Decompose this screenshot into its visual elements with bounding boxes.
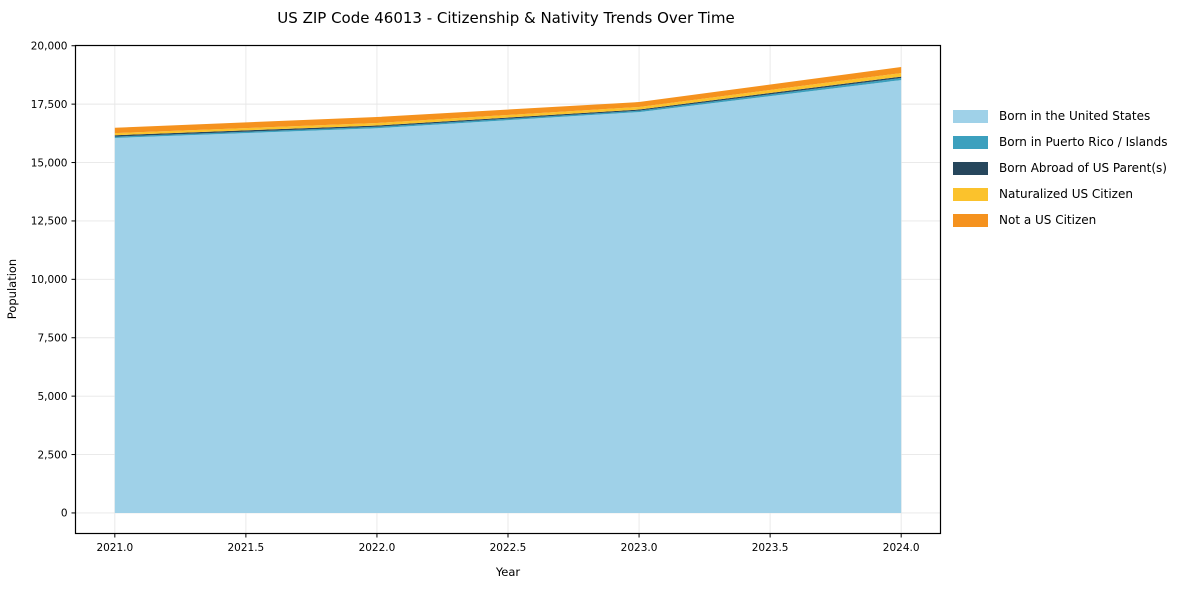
legend-label: Born in the United States — [999, 109, 1151, 123]
y-tick-label: 20,000 — [31, 41, 68, 53]
x-tick-label: 2022.0 — [359, 542, 396, 554]
legend-swatch-icon — [953, 213, 988, 227]
legend-item: Naturalized US Citizen — [953, 181, 1168, 207]
y-tick-label: 0 — [61, 508, 68, 520]
x-tick-label: 2023.0 — [621, 542, 658, 554]
legend-swatch-icon — [953, 135, 988, 149]
area-not-a-us-citizen — [114, 66, 902, 134]
y-tick-label: 10,000 — [31, 274, 68, 286]
legend: Born in the United States Born in Puerto … — [953, 103, 1168, 233]
legend-swatch-icon — [953, 109, 988, 123]
area-born-in-the-united-states — [114, 80, 902, 513]
legend-label: Born Abroad of US Parent(s) — [999, 161, 1167, 175]
x-tick-label: 2021.5 — [228, 542, 265, 554]
legend-label: Born in Puerto Rico / Islands — [999, 135, 1168, 149]
x-tick-label: 2023.5 — [752, 542, 789, 554]
legend-swatch-icon — [953, 161, 988, 175]
x-tick-label: 2022.5 — [490, 542, 527, 554]
area-layer — [114, 66, 902, 513]
legend-item: Born Abroad of US Parent(s) — [953, 155, 1168, 181]
y-tick-label: 15,000 — [31, 157, 68, 169]
y-tick-label: 2,500 — [37, 449, 67, 461]
y-tick-label: 12,500 — [31, 216, 68, 228]
y-axis-label: Population — [5, 259, 19, 319]
legend-label: Naturalized US Citizen — [999, 187, 1133, 201]
x-tick-label: 2024.0 — [883, 542, 920, 554]
y-tick-label: 5,000 — [37, 391, 67, 403]
legend-item: Not a US Citizen — [953, 207, 1168, 233]
legend-item: Born in Puerto Rico / Islands — [953, 129, 1168, 155]
x-axis-label: Year — [495, 565, 521, 579]
x-tick-label: 2021.0 — [96, 542, 133, 554]
y-tick-label: 7,500 — [37, 333, 67, 345]
legend-label: Not a US Citizen — [999, 213, 1097, 227]
tick-layer: 2021.0 2021.5 2022.0 2022.5 2023.0 2023.5 2024… — [31, 41, 920, 554]
y-tick-label: 17,500 — [31, 99, 68, 111]
chart-title: US ZIP Code 46013 - Citizenship & Nativi… — [277, 9, 734, 27]
legend-swatch-icon — [953, 187, 988, 201]
legend-item: Born in the United States — [953, 103, 1168, 129]
